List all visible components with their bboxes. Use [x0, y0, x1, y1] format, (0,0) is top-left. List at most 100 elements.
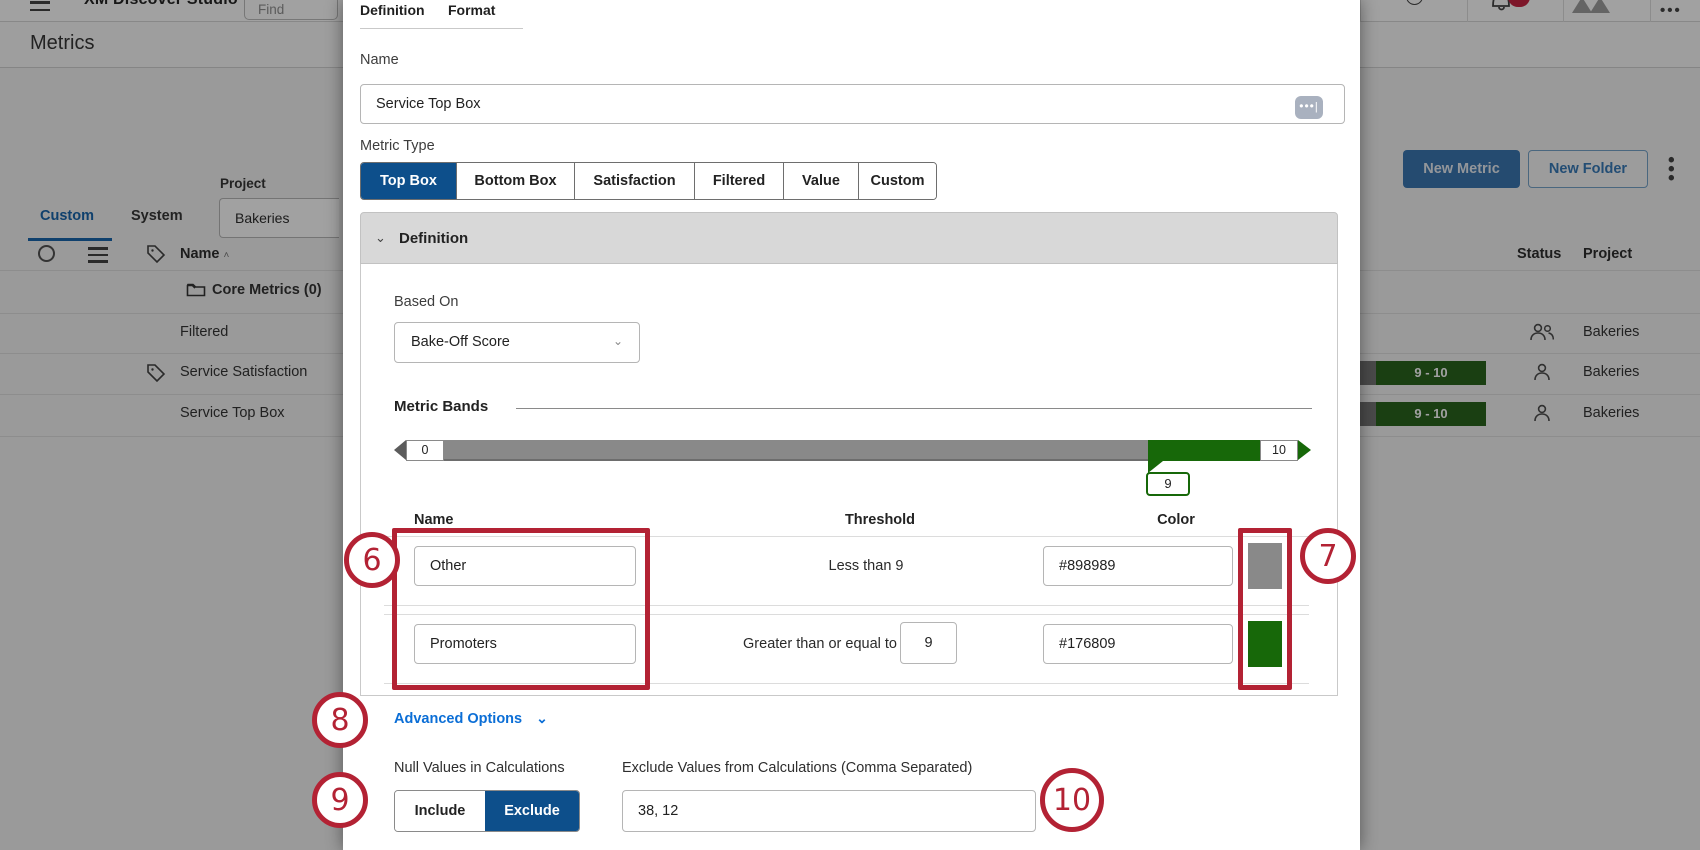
- tab-system[interactable]: System: [131, 208, 183, 224]
- band-threshold-text: Less than 9: [828, 558, 904, 574]
- modal-tab-format[interactable]: Format: [448, 2, 496, 18]
- band-chip-gray-fragment: [1358, 402, 1376, 426]
- metric-type-custom[interactable]: Custom: [859, 163, 936, 199]
- null-values-toggle: Include Exclude: [394, 790, 580, 832]
- band-color-hex-input-other[interactable]: [1043, 546, 1233, 586]
- exclude-values-input[interactable]: [622, 790, 1036, 832]
- project-cell: Bakeries: [1583, 364, 1640, 380]
- bands-header-color: Color: [1157, 512, 1195, 528]
- profile-icon[interactable]: [1572, 0, 1612, 13]
- metric-type-bottom-box[interactable]: Bottom Box: [457, 163, 575, 199]
- tag-icon: [147, 364, 166, 383]
- band-chip-green: 9 - 10: [1376, 361, 1486, 385]
- slider-min-value: 0: [406, 440, 444, 461]
- person-status-icon: [1534, 363, 1550, 381]
- tab-custom-underline: [28, 238, 112, 241]
- table-row-core-metrics[interactable]: Core Metrics (0): [212, 282, 322, 298]
- null-values-exclude-button[interactable]: Exclude: [485, 791, 579, 831]
- metric-type-filtered[interactable]: Filtered: [695, 163, 784, 199]
- chevron-down-icon: ⌄: [536, 710, 548, 726]
- divider: [1467, 0, 1468, 22]
- tag-column-icon: [147, 245, 166, 264]
- metric-type-top-box[interactable]: Top Box: [361, 163, 457, 199]
- person-status-icon: [1534, 404, 1550, 422]
- tab-divider: [360, 28, 523, 29]
- chevron-down-icon: ⌄: [375, 230, 386, 245]
- metric-type-value[interactable]: Value: [784, 163, 859, 199]
- annotation-rect-6: [392, 528, 650, 690]
- band-chip-gray-fragment: [1358, 361, 1376, 385]
- divider: [1650, 0, 1651, 22]
- based-on-select[interactable]: Bake-Off Score ⌄: [394, 322, 640, 363]
- table-row-service-top-box[interactable]: Service Top Box: [180, 405, 285, 421]
- band-color-swatch-green[interactable]: [1248, 621, 1282, 667]
- based-on-value: Bake-Off Score: [411, 334, 510, 350]
- band-name-input-other[interactable]: [414, 546, 636, 586]
- null-values-include-button[interactable]: Include: [395, 791, 485, 831]
- new-metric-button[interactable]: New Metric: [1403, 150, 1520, 188]
- list-filter-icon[interactable]: [88, 247, 108, 267]
- modal-tab-definition[interactable]: Definition: [360, 2, 425, 18]
- band-color-swatch-gray[interactable]: [1248, 543, 1282, 589]
- slider-right-arrow-icon[interactable]: [1298, 440, 1311, 460]
- metric-type-segmented-control: Top Box Bottom Box Satisfaction Filtered…: [360, 162, 937, 200]
- slider-track-green[interactable]: [1148, 440, 1260, 461]
- band-row-promoters: [384, 614, 1309, 684]
- band-name-input-promoters[interactable]: [414, 624, 636, 664]
- annotation-circle-7: 7: [1300, 528, 1356, 584]
- annotation-circle-8: 8: [312, 692, 368, 748]
- new-folder-button[interactable]: New Folder: [1528, 150, 1648, 188]
- find-search-input[interactable]: Find: [244, 0, 338, 20]
- edit-metric-modal: Definition Format Name •••| Metric Type …: [343, 0, 1360, 850]
- page-title: Metrics: [30, 32, 95, 54]
- metric-type-label: Metric Type: [360, 138, 435, 154]
- null-values-label: Null Values in Calculations: [394, 760, 565, 776]
- people-status-icon: [1530, 323, 1555, 341]
- column-header-project[interactable]: Project: [1583, 246, 1633, 262]
- tab-custom[interactable]: Custom: [40, 208, 94, 224]
- slider-track-gray[interactable]: [444, 440, 1148, 461]
- project-label: Project: [220, 176, 266, 191]
- hamburger-menu-icon[interactable]: [30, 0, 50, 12]
- bands-header-name: Name: [414, 512, 454, 528]
- band-row-other: [384, 536, 1309, 606]
- table-actions-kebab-icon[interactable]: • • •: [1668, 150, 1675, 189]
- project-cell: Bakeries: [1583, 405, 1640, 421]
- definition-section-header[interactable]: ⌄ Definition: [360, 212, 1338, 264]
- divider: [1360, 0, 1361, 22]
- band-threshold-value-input[interactable]: [900, 622, 957, 664]
- metric-name-input[interactable]: [360, 84, 1345, 124]
- advanced-options-link[interactable]: Advanced Options ⌄: [394, 710, 548, 727]
- annotation-rect-7: [1238, 528, 1292, 690]
- exclude-values-label: Exclude Values from Calculations (Comma …: [622, 760, 973, 776]
- project-cell: Bakeries: [1583, 324, 1640, 340]
- metric-bands-rule: [516, 408, 1312, 409]
- sort-ascending-icon: ˄: [223, 250, 230, 261]
- annotation-circle-10: 10: [1040, 768, 1104, 832]
- chevron-down-icon: ⌄: [612, 334, 623, 348]
- column-header-name[interactable]: Name ˄: [180, 246, 230, 262]
- slider-marker-value[interactable]: 9: [1146, 472, 1190, 496]
- band-color-hex-input-promoters[interactable]: [1043, 624, 1233, 664]
- project-select[interactable]: Bakeries: [219, 198, 339, 238]
- band-threshold-text: Greater than or equal to: [743, 636, 897, 652]
- slider-left-arrow-icon[interactable]: [394, 440, 406, 460]
- table-row-filtered[interactable]: Filtered: [180, 324, 229, 340]
- metric-name-label: Name: [360, 52, 399, 68]
- bands-header-threshold: Threshold: [844, 512, 916, 528]
- notification-badge: [1508, 0, 1530, 7]
- slider-max-value: 10: [1260, 440, 1298, 461]
- band-chip-green: 9 - 10: [1376, 402, 1486, 426]
- metric-type-satisfaction[interactable]: Satisfaction: [575, 163, 695, 199]
- definition-section-title: Definition: [399, 230, 469, 247]
- app-title: XM Discover Studio: [84, 0, 238, 9]
- metric-bands-label: Metric Bands: [394, 398, 489, 415]
- more-options-icon[interactable]: •••: [1660, 2, 1682, 19]
- text-cursor-badge-icon[interactable]: •••|: [1295, 96, 1323, 119]
- folder-icon: [186, 283, 206, 297]
- column-header-status[interactable]: Status: [1517, 246, 1562, 262]
- table-row-service-satisfaction[interactable]: Service Satisfaction: [180, 364, 308, 380]
- select-all-radio[interactable]: [38, 245, 55, 262]
- divider: [1563, 0, 1564, 22]
